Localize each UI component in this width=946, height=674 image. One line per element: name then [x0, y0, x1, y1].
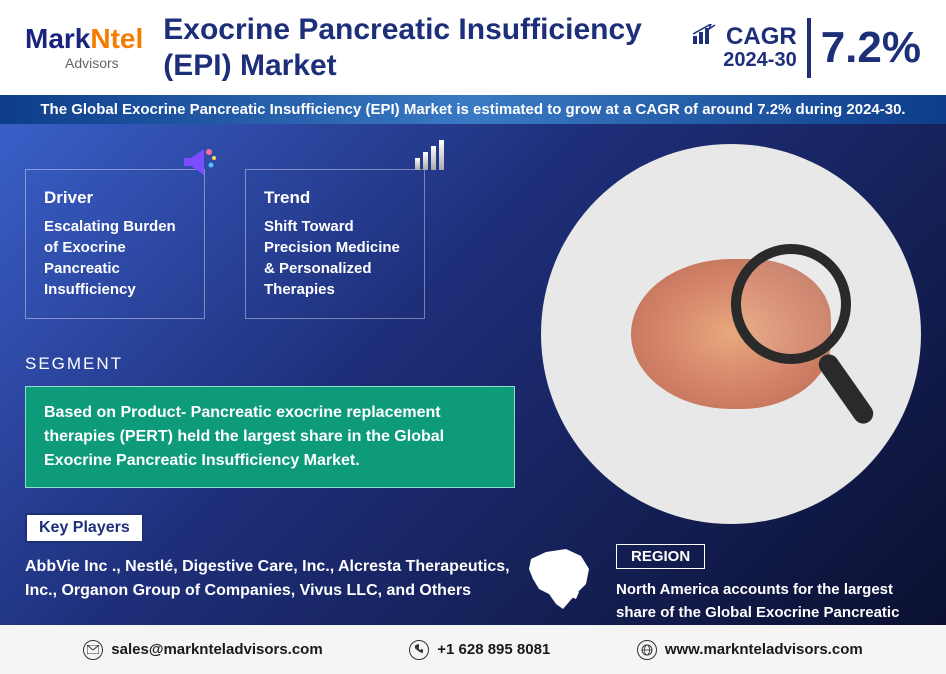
- footer-website: www.marknteladvisors.com: [637, 640, 863, 660]
- north-america-map-icon: [521, 544, 601, 614]
- trend-text: Shift Toward Precision Medicine & Person…: [264, 216, 406, 300]
- footer: sales@marknteladvisors.com +1 628 895 80…: [0, 625, 946, 674]
- logo-text: MarkNtel: [25, 25, 143, 53]
- cagr-value: 7.2%: [821, 23, 921, 73]
- trend-box: Trend Shift Toward Precision Medicine & …: [245, 169, 425, 319]
- footer-website-text: www.marknteladvisors.com: [665, 641, 863, 658]
- megaphone-icon: [179, 140, 224, 187]
- cagr-years: 2024-30: [693, 49, 797, 72]
- growth-chart-icon: [693, 24, 717, 44]
- footer-phone: +1 628 895 8081: [409, 640, 550, 660]
- footer-phone-text: +1 628 895 8081: [437, 641, 550, 658]
- trend-title: Trend: [264, 188, 406, 208]
- key-players-section: Key Players AbbVie Inc ., Nestlé, Digest…: [25, 513, 515, 603]
- banner: The Global Exocrine Pancreatic Insuffici…: [0, 95, 946, 124]
- cagr-label: CAGR: [726, 23, 797, 50]
- key-players-text: AbbVie Inc ., Nestlé, Digestive Care, In…: [25, 555, 515, 603]
- page-title: Exocrine Pancreatic Insufficiency (EPI) …: [163, 12, 692, 84]
- footer-email: sales@marknteladvisors.com: [83, 640, 322, 660]
- footer-email-text: sales@marknteladvisors.com: [111, 641, 322, 658]
- cagr-divider: [807, 18, 811, 78]
- logo: MarkNtel Advisors: [25, 25, 143, 71]
- phone-icon: [409, 640, 429, 660]
- logo-subtitle: Advisors: [25, 55, 119, 71]
- hero-image: [541, 144, 921, 524]
- header: MarkNtel Advisors Exocrine Pancreatic In…: [0, 0, 946, 95]
- bar-chart-icon: [415, 140, 444, 170]
- magnifier-icon: [731, 244, 851, 364]
- email-icon: [83, 640, 103, 660]
- driver-box: Driver Escalating Burden of Exocrine Pan…: [25, 169, 205, 319]
- logo-part2: Ntel: [90, 23, 143, 54]
- cagr-label-row: CAGR: [693, 24, 797, 49]
- region-label: REGION: [616, 544, 705, 569]
- key-players-label: Key Players: [25, 513, 144, 543]
- globe-icon: [637, 640, 657, 660]
- segment-box: Based on Product- Pancreatic exocrine re…: [25, 386, 515, 488]
- main-content: Driver Escalating Burden of Exocrine Pan…: [0, 124, 946, 654]
- driver-title: Driver: [44, 188, 186, 208]
- cagr-block: CAGR 2024-30 7.2%: [693, 18, 921, 78]
- driver-text: Escalating Burden of Exocrine Pancreatic…: [44, 216, 186, 300]
- cagr-label-group: CAGR 2024-30: [693, 24, 797, 72]
- logo-part1: Mark: [25, 23, 90, 54]
